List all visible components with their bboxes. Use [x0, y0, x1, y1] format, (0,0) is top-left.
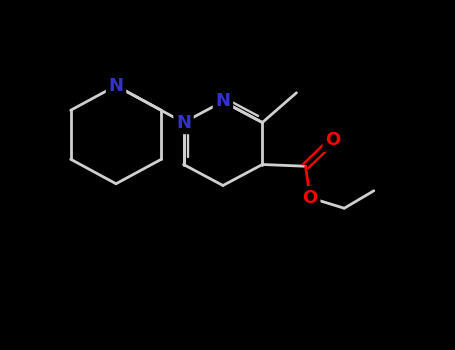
- Text: N: N: [109, 77, 123, 95]
- Text: N: N: [216, 92, 230, 111]
- Text: O: O: [325, 131, 340, 149]
- Text: N: N: [176, 113, 191, 132]
- Text: O: O: [303, 189, 318, 207]
